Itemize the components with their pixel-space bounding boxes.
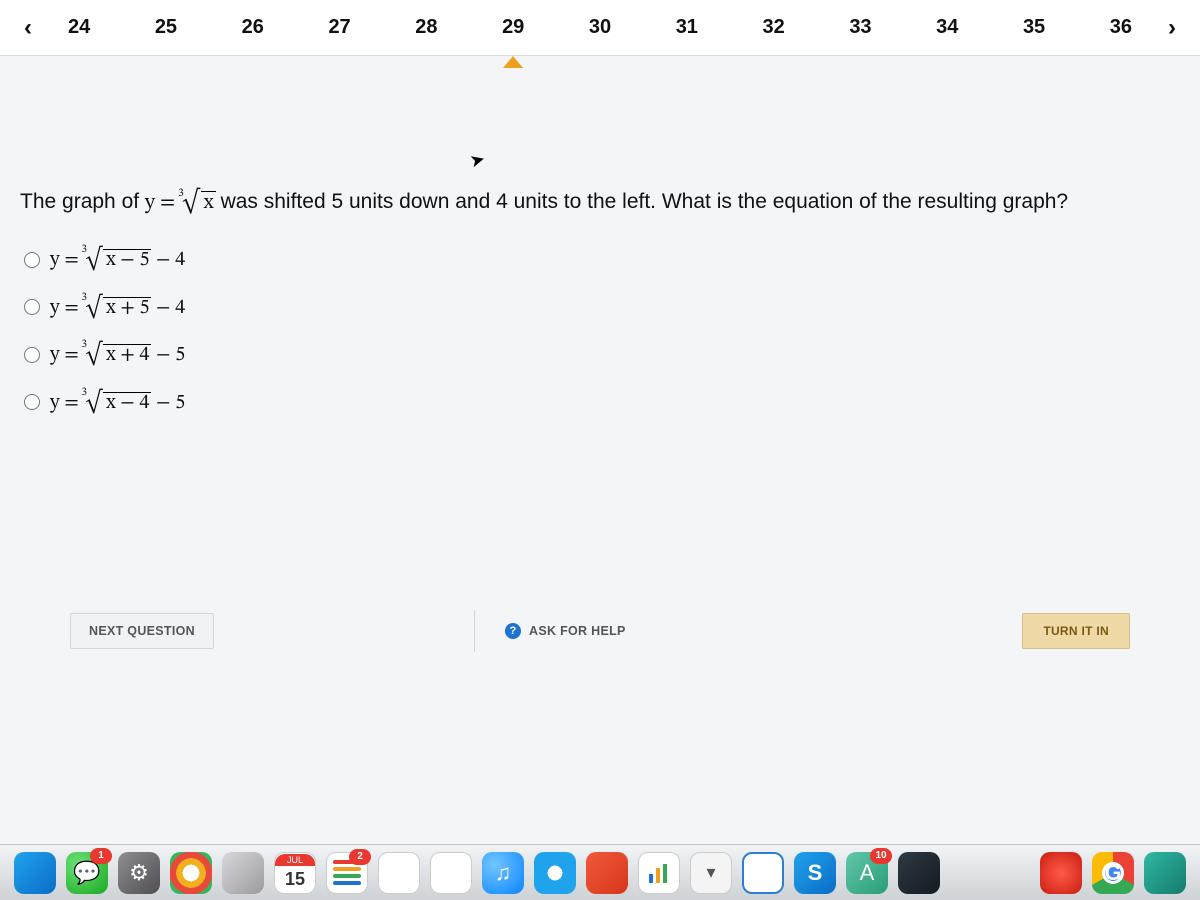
root-index: 3 <box>81 385 86 402</box>
question-suffix: was shifted 5 units down and 4 units to … <box>221 190 1069 213</box>
nav-number[interactable]: 30 <box>579 10 621 45</box>
chrome-icon[interactable]: G <box>1092 852 1134 894</box>
nav-next-button[interactable]: › <box>1152 8 1192 48</box>
box-icon[interactable]: ▾ <box>690 852 732 894</box>
answer-radio[interactable] <box>24 394 40 410</box>
option-lhs: y = <box>50 298 83 318</box>
nav-number[interactable]: 25 <box>145 10 187 45</box>
reminders-icon[interactable] <box>326 852 368 894</box>
nav-number[interactable]: 31 <box>666 10 708 45</box>
option-equation: y = 3√x − 4 − 5 <box>50 387 185 419</box>
mac-dock: 💬 ⚙ JUL 15 ♫ ▾ S A G <box>0 844 1200 900</box>
equation-lhs: y = <box>145 192 180 213</box>
question-text: The graph of y = 3√x was shifted 5 units… <box>20 186 1180 220</box>
ask-for-help-label: ASK FOR HELP <box>529 624 626 638</box>
nav-prev-button[interactable]: ‹ <box>8 8 48 48</box>
calendar-day: 15 <box>285 866 305 892</box>
radical-symbol-icon: √ <box>182 192 200 214</box>
option-lhs: y = <box>50 393 83 413</box>
nav-number[interactable]: 34 <box>926 10 968 45</box>
calendar-icon[interactable]: JUL 15 <box>274 852 316 894</box>
nav-number[interactable]: 24 <box>58 10 100 45</box>
bar-chart-icon <box>646 860 672 886</box>
root-index: 3 <box>81 242 86 259</box>
help-icon: ? <box>505 623 521 639</box>
option-lhs: y = <box>50 250 83 270</box>
root-index: 3 <box>81 337 86 354</box>
next-question-button[interactable]: NEXT QUESTION <box>70 613 214 649</box>
option-equation: y = 3√x − 5 − 4 <box>50 244 185 276</box>
radical-symbol-icon: √ <box>85 249 102 270</box>
radical-symbol-icon: √ <box>85 297 102 318</box>
safari-icon[interactable] <box>534 852 576 894</box>
option-equation: y = 3√x + 4 − 5 <box>50 339 185 371</box>
messages-icon[interactable]: 💬 <box>66 852 108 894</box>
chrome-letter: G <box>1104 860 1121 886</box>
radicand: x − 5 <box>103 249 151 270</box>
cube-root-icon: 3√x − 5 <box>83 244 151 276</box>
notes-icon[interactable] <box>378 852 420 894</box>
current-question-indicator-icon <box>503 56 523 68</box>
acrobat-letter: A <box>860 860 875 886</box>
option-lhs: y = <box>50 345 83 365</box>
answer-options: y = 3√x − 5 − 4 y = 3√x + 5 − 4 y = 3√x … <box>20 236 1180 426</box>
cube-root-icon: 3√x − 4 <box>83 387 151 419</box>
teal-app-icon[interactable] <box>1144 852 1186 894</box>
nav-number[interactable]: 29 <box>492 10 534 45</box>
radical-symbol-icon: √ <box>85 392 102 413</box>
calendar-month: JUL <box>275 854 315 866</box>
radicand: x <box>201 191 216 213</box>
app-store-icon[interactable] <box>222 852 264 894</box>
nav-number[interactable]: 27 <box>318 10 360 45</box>
ask-for-help-button[interactable]: ? ASK FOR HELP <box>505 623 626 639</box>
photos-icon[interactable] <box>170 852 212 894</box>
radicand: x + 4 <box>103 344 151 365</box>
action-row: NEXT QUESTION ? ASK FOR HELP TURN IT IN <box>0 610 1200 652</box>
nav-number[interactable]: 28 <box>405 10 447 45</box>
dark-app-icon[interactable] <box>898 852 940 894</box>
radicand: x − 4 <box>103 392 151 413</box>
system-settings-icon[interactable]: ⚙ <box>118 852 160 894</box>
app-orange-icon[interactable] <box>586 852 628 894</box>
option-equation: y = 3√x + 5 − 4 <box>50 292 185 324</box>
nav-number[interactable]: 32 <box>753 10 795 45</box>
nav-numbers: 24 25 26 27 28 29 30 31 32 33 34 35 36 <box>48 10 1152 45</box>
question-nav: ‹ 24 25 26 27 28 29 30 31 32 33 34 35 36… <box>0 0 1200 56</box>
answer-option[interactable]: y = 3√x − 4 − 5 <box>20 379 1180 427</box>
cube-root-icon: 3√x + 5 <box>83 292 151 324</box>
root-index: 3 <box>178 185 184 202</box>
answer-option[interactable]: y = 3√x + 4 − 5 <box>20 331 1180 379</box>
answer-option[interactable]: y = 3√x − 5 − 4 <box>20 236 1180 284</box>
cube-root-icon: 3√x <box>180 187 216 220</box>
answer-radio[interactable] <box>24 252 40 268</box>
radicand: x + 5 <box>103 297 151 318</box>
nav-number[interactable]: 33 <box>839 10 881 45</box>
nav-number[interactable]: 26 <box>232 10 274 45</box>
option-after: − 5 <box>151 393 185 413</box>
nav-number[interactable]: 35 <box>1013 10 1055 45</box>
option-after: − 4 <box>151 250 185 270</box>
acrobat-icon[interactable]: A <box>846 852 888 894</box>
root-index: 3 <box>81 290 86 307</box>
stats-icon[interactable] <box>638 852 680 894</box>
option-after: − 4 <box>151 298 185 318</box>
action-divider <box>474 610 475 652</box>
question-equation: y = 3√x <box>145 192 221 213</box>
question-panel: The graph of y = 3√x was shifted 5 units… <box>0 56 1200 446</box>
skype-icon[interactable]: S <box>794 852 836 894</box>
question-prefix: The graph of <box>20 190 145 213</box>
nav-number[interactable]: 36 <box>1100 10 1142 45</box>
cube-root-icon: 3√x + 4 <box>83 339 151 371</box>
option-after: − 5 <box>151 345 185 365</box>
answer-radio[interactable] <box>24 299 40 315</box>
answer-radio[interactable] <box>24 347 40 363</box>
answer-option[interactable]: y = 3√x + 5 − 4 <box>20 284 1180 332</box>
finder-icon[interactable] <box>14 852 56 894</box>
record-icon[interactable] <box>1040 852 1082 894</box>
music-icon[interactable]: ♫ <box>482 852 524 894</box>
radical-symbol-icon: √ <box>85 344 102 365</box>
textedit-icon[interactable] <box>430 852 472 894</box>
turn-it-in-button[interactable]: TURN IT IN <box>1022 613 1130 649</box>
frame-icon[interactable] <box>742 852 784 894</box>
